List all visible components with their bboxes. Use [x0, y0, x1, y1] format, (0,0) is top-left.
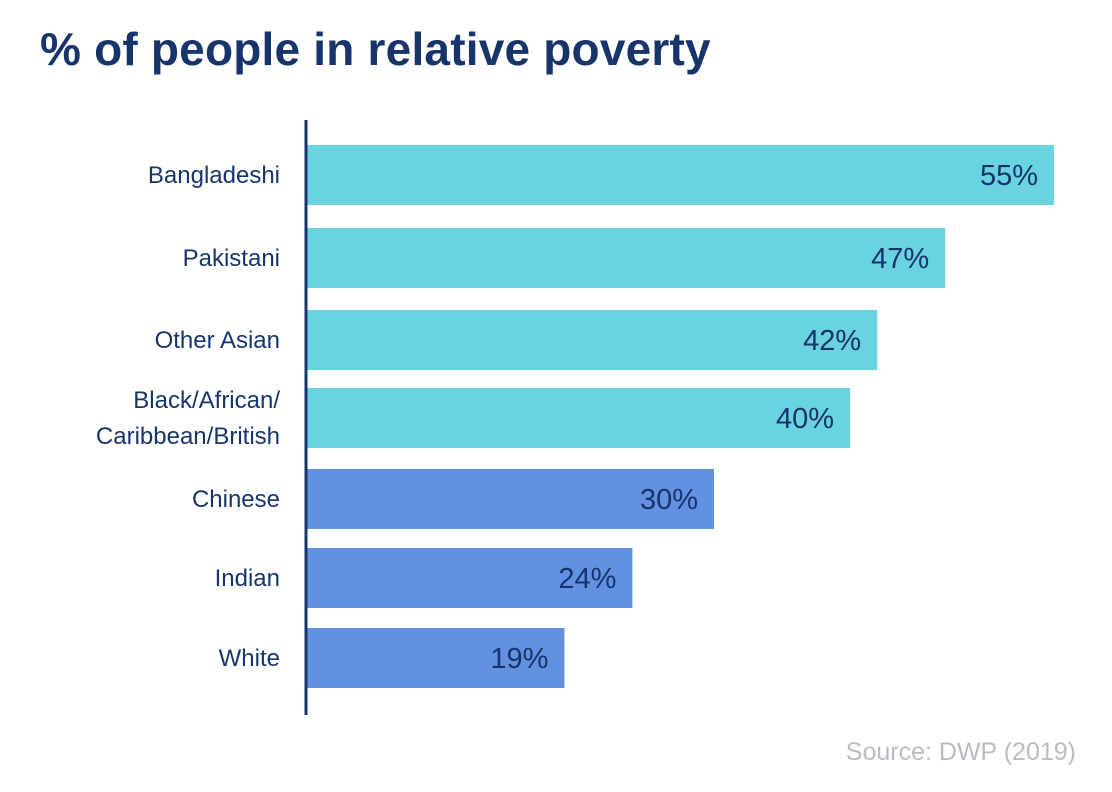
source-note: Source: DWP (2019) [845, 738, 1076, 766]
bar [306, 628, 565, 688]
bar-value-label: 42% [803, 325, 861, 357]
category-label: Indian [215, 565, 280, 592]
category-label: Black/African/Caribbean/British [96, 387, 280, 450]
bar [306, 548, 633, 608]
bar-value-label: 55% [980, 160, 1038, 192]
labels-layer: 55% Bangladeshi 47% Pakistani 42% Other Asian… [96, 160, 1038, 675]
bar-value-label: 47% [871, 243, 929, 275]
category-label: White [219, 645, 280, 672]
bar [306, 145, 1054, 205]
bar-value-label: 40% [776, 403, 834, 435]
bar [306, 310, 878, 370]
bar [306, 469, 714, 529]
category-label: Other Asian [155, 327, 280, 354]
bar-value-label: 24% [558, 563, 616, 595]
bars-layer [306, 145, 1054, 688]
chart-title: % of people in relative poverty [40, 23, 711, 75]
category-label: Bangladeshi [148, 162, 280, 189]
bar [306, 388, 850, 448]
bar-value-label: 19% [490, 643, 548, 675]
category-label: Chinese [192, 486, 280, 513]
bar-value-label: 30% [640, 484, 698, 516]
bar [306, 228, 946, 288]
category-label: Pakistani [183, 245, 280, 272]
